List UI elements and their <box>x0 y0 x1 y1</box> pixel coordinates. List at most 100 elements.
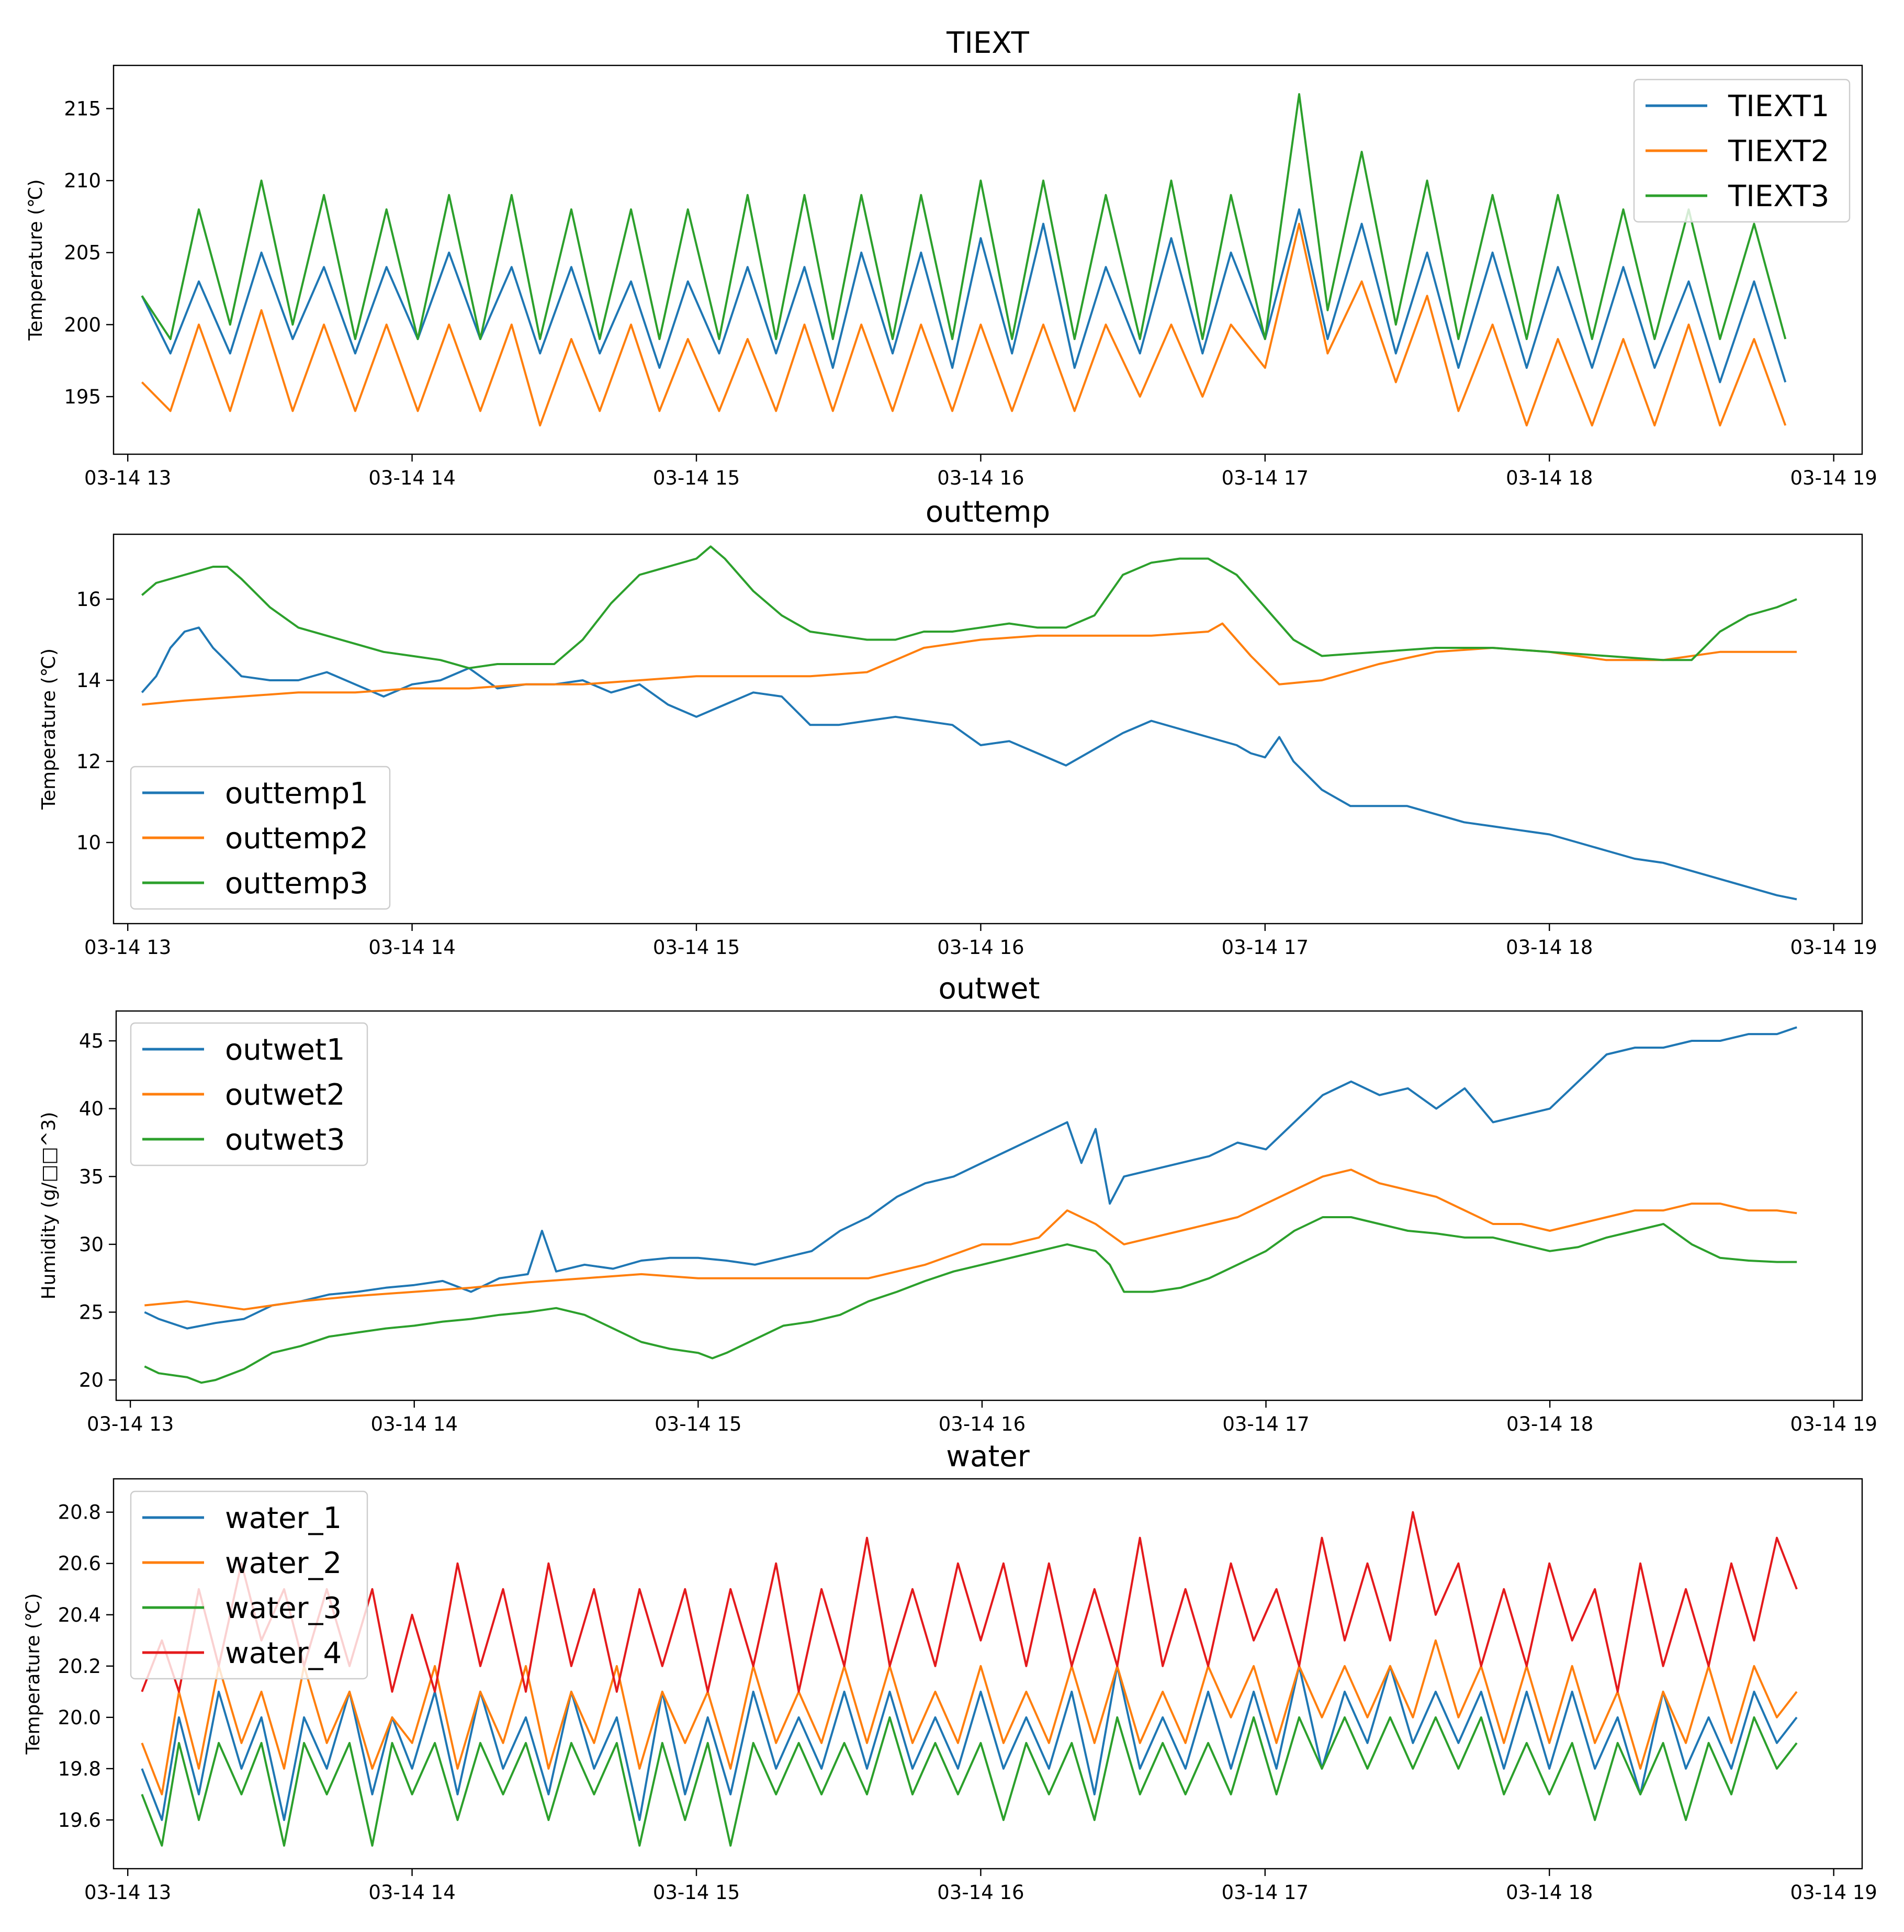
y-tick-label: 30 <box>79 1233 104 1256</box>
series-line-water-4 <box>141 1511 1798 1693</box>
legend-box <box>130 1490 368 1680</box>
x-tick-label: 03-14 18 <box>1506 1413 1593 1435</box>
y-axis-label: Temperature (℃) <box>25 179 47 341</box>
y-tick-label: 20.8 <box>58 1501 101 1524</box>
x-tick-label: 03-14 15 <box>653 467 740 489</box>
legend-box <box>1633 78 1851 223</box>
legend-label: outwet3 <box>225 1123 345 1157</box>
series-line-water-1 <box>141 1665 1798 1821</box>
legend-label: outwet1 <box>225 1033 345 1067</box>
x-tick-label: 03-14 19 <box>1790 1413 1877 1435</box>
x-tick-label: 03-14 13 <box>84 467 171 489</box>
series-line-outtemp2 <box>142 622 1797 706</box>
x-tick-label: 03-14 19 <box>1790 467 1877 489</box>
y-tick-label: 20 <box>79 1369 104 1391</box>
panel-outtemp: 03-14 13 03-14 14 03-14 15 03-14 16 03-14 17… <box>38 495 1877 959</box>
y-axis-label: Temperature (℃) <box>38 648 60 810</box>
chart-title: outtemp <box>926 495 1050 529</box>
legend-label: outwet2 <box>225 1078 345 1112</box>
x-tick-label: 03-14 15 <box>655 1413 741 1435</box>
x-tick-label: 03-14 13 <box>84 1881 171 1904</box>
x-tick-label: 03-14 13 <box>87 1413 174 1435</box>
x-tick-label: 03-14 14 <box>368 1881 455 1904</box>
x-tick-label: 03-14 19 <box>1790 936 1877 959</box>
legend-label: water_2 <box>225 1546 342 1580</box>
series-line-tiext3 <box>141 93 1787 340</box>
x-tick-label: 03-14 16 <box>937 467 1024 489</box>
series-line-outtemp3 <box>141 545 1797 669</box>
y-tick-label: 10 <box>76 832 101 854</box>
x-tick-label: 03-14 16 <box>939 1413 1026 1435</box>
series-line-tiext2 <box>141 222 1787 426</box>
legend-label: water_1 <box>225 1501 342 1535</box>
x-tick-label: 03-14 14 <box>371 1413 458 1435</box>
legend-label: TIEXT2 <box>1728 134 1829 169</box>
x-tick-label: 03-14 17 <box>1222 1413 1309 1435</box>
y-axis-label: Humidity (g/□□^3) <box>38 1112 60 1300</box>
legend-label: TIEXT1 <box>1728 89 1829 123</box>
legend: TIEXT1 TIEXT2 TIEXT3 <box>1633 78 1851 223</box>
series-line-water-2 <box>141 1639 1798 1795</box>
y-tick-label: 19.6 <box>58 1809 101 1832</box>
legend: outtemp1 outtemp2 outtemp3 <box>130 766 391 910</box>
legend: outwet1 outwet2 outwet3 <box>130 1022 368 1166</box>
axes-frame <box>112 533 1863 925</box>
y-tick-label: 200 <box>64 313 101 336</box>
y-tick-label: 20.6 <box>58 1553 101 1575</box>
y-tick-label: 20.4 <box>58 1604 101 1626</box>
y-tick-label: 12 <box>76 750 101 773</box>
legend-label: water_4 <box>225 1636 342 1670</box>
y-tick-label: 25 <box>79 1301 104 1323</box>
x-tick-label: 03-14 15 <box>653 1881 740 1904</box>
x-tick-label: 03-14 17 <box>1222 1881 1309 1904</box>
y-tick-label: 210 <box>64 170 101 192</box>
series-line-outwet3 <box>144 1216 1797 1384</box>
y-tick-label: 40 <box>79 1098 104 1120</box>
x-tick-label: 03-14 18 <box>1506 1881 1593 1904</box>
x-tick-label: 03-14 18 <box>1506 936 1593 959</box>
series-line-water-3 <box>141 1716 1798 1847</box>
chart-title: outwet <box>939 972 1040 1006</box>
legend: water_1 water_2 water_3 water_4 <box>130 1490 368 1680</box>
x-tick-label: 03-14 14 <box>368 467 455 489</box>
chart-title: water <box>946 1440 1030 1474</box>
chart-title: TIEXT <box>946 26 1029 60</box>
legend-box <box>130 1022 368 1166</box>
legend-label: water_3 <box>225 1591 342 1625</box>
x-tick-label: 03-14 13 <box>84 936 171 959</box>
y-tick-label: 215 <box>64 98 101 120</box>
panel-tiext: 03-14 13 03-14 14 03-14 15 03-14 16 03-14 17… <box>25 26 1877 489</box>
x-tick-label: 03-14 15 <box>653 936 740 959</box>
x-tick-label: 03-14 14 <box>368 936 455 959</box>
legend-label: outtemp2 <box>225 822 368 856</box>
legend-label: TIEXT3 <box>1728 179 1829 214</box>
panel-outwet: 03-14 13 03-14 14 03-14 15 03-14 16 03-14 17… <box>38 972 1877 1435</box>
x-tick-label: 03-14 16 <box>937 1881 1024 1904</box>
y-tick-label: 35 <box>79 1165 104 1188</box>
panel-water: 03-14 13 03-14 14 03-14 15 03-14 16 03-14 17… <box>22 1440 1877 1904</box>
y-tick-label: 20.2 <box>58 1655 101 1678</box>
legend-label: outtemp1 <box>225 777 368 811</box>
y-tick-label: 16 <box>76 588 101 611</box>
x-tick-label: 03-14 18 <box>1506 467 1593 489</box>
y-tick-label: 14 <box>76 669 101 692</box>
y-tick-label: 20.0 <box>58 1706 101 1729</box>
axes-frame <box>112 1478 1863 1870</box>
x-tick-label: 03-14 17 <box>1222 467 1309 489</box>
x-tick-label: 03-14 16 <box>937 936 1024 959</box>
legend-box <box>130 766 391 910</box>
series-line-outwet2 <box>144 1169 1797 1311</box>
y-tick-label: 195 <box>64 386 101 408</box>
y-axis-label: Temperature (℃) <box>22 1593 44 1755</box>
series-line-tiext1 <box>141 208 1787 384</box>
legend-label: outtemp3 <box>225 867 368 901</box>
axes-frame <box>112 64 1863 455</box>
y-tick-label: 45 <box>79 1030 104 1052</box>
series-line-outwet1 <box>144 1026 1797 1330</box>
x-tick-label: 03-14 17 <box>1222 936 1309 959</box>
y-tick-label: 205 <box>64 242 101 264</box>
axes-frame <box>115 1010 1863 1401</box>
x-tick-label: 03-14 19 <box>1790 1881 1877 1904</box>
y-tick-label: 19.8 <box>58 1758 101 1780</box>
